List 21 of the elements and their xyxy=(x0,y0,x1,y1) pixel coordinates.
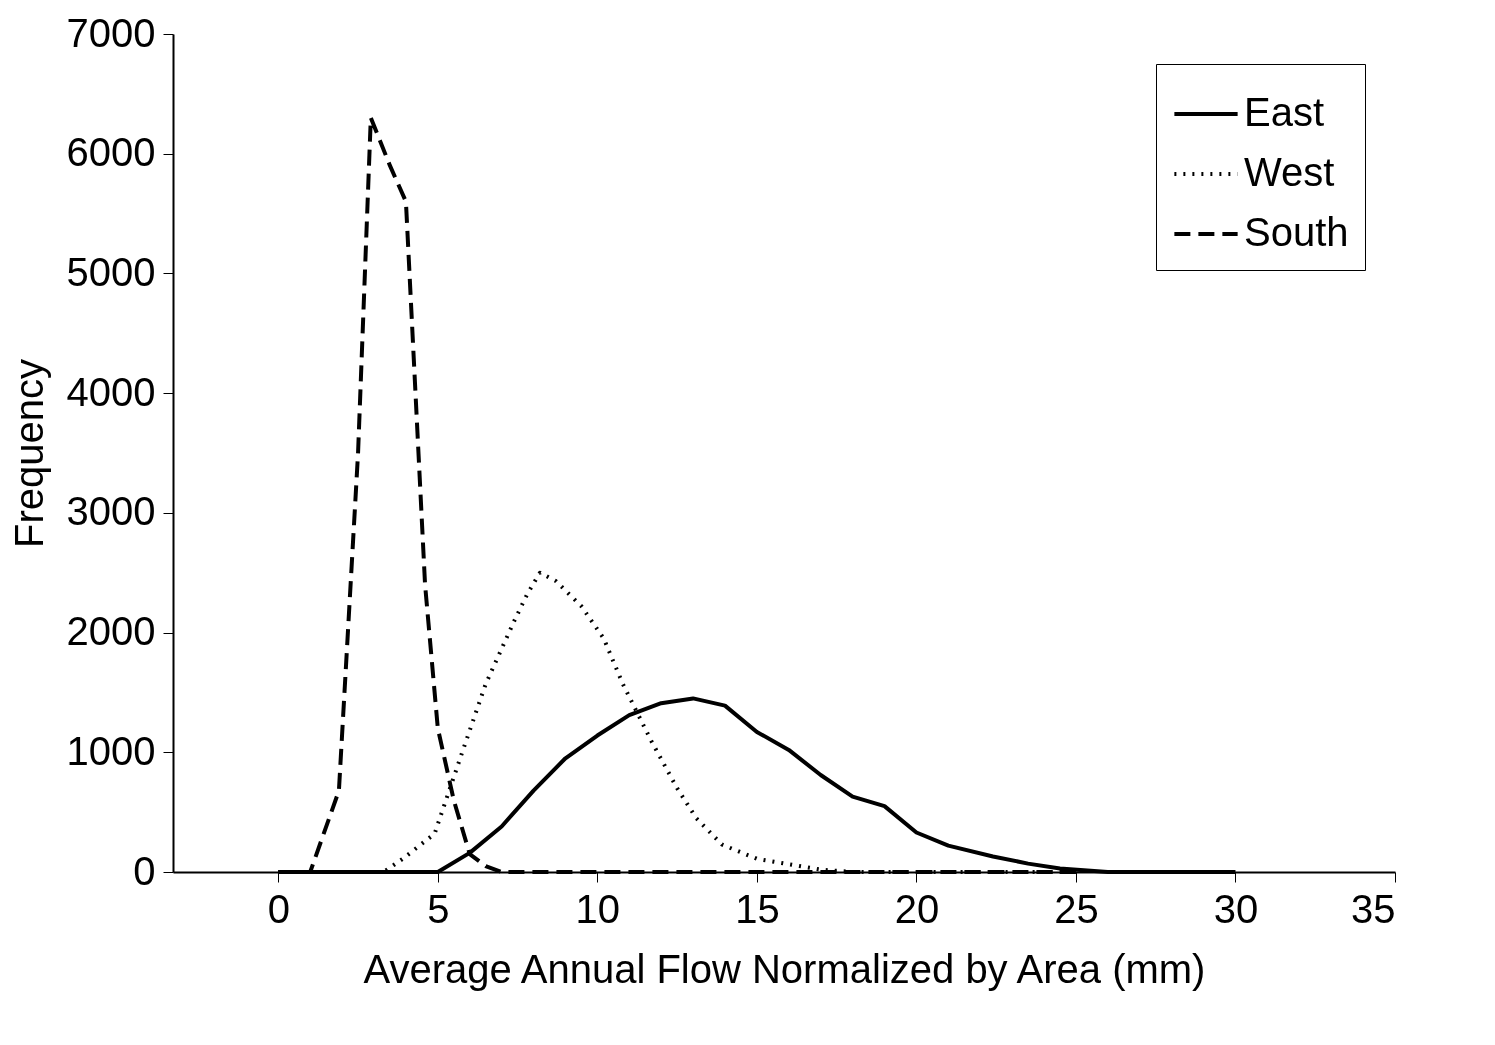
y-tick-label: 3000 xyxy=(66,489,156,534)
x-tick-label: 0 xyxy=(267,886,290,931)
y-axis-title: Frequency xyxy=(6,359,51,548)
y-tick-label: 7000 xyxy=(66,10,156,55)
legend-label: West xyxy=(1244,150,1335,194)
x-axis-title: Average Annual Flow Normalized by Area (mm) xyxy=(363,946,1206,991)
x-tick-label: 20 xyxy=(894,886,940,931)
x-tick-label: 15 xyxy=(735,886,780,931)
legend-label: South xyxy=(1244,210,1349,254)
legend-label: East xyxy=(1244,90,1325,134)
y-tick-label: 4000 xyxy=(66,369,156,414)
y-tick-label: 2000 xyxy=(66,609,156,654)
x-tick-label: 5 xyxy=(427,886,450,931)
x-tick-label: 10 xyxy=(575,886,621,931)
x-tick-label: 25 xyxy=(1054,886,1099,931)
x-tick-label: 30 xyxy=(1213,886,1259,931)
y-tick-label: 1000 xyxy=(66,728,156,773)
x-tick-label: 35 xyxy=(1351,886,1396,931)
y-tick-label: 6000 xyxy=(66,130,156,175)
y-tick-label: 5000 xyxy=(66,249,156,294)
y-tick-label: 0 xyxy=(133,848,156,893)
